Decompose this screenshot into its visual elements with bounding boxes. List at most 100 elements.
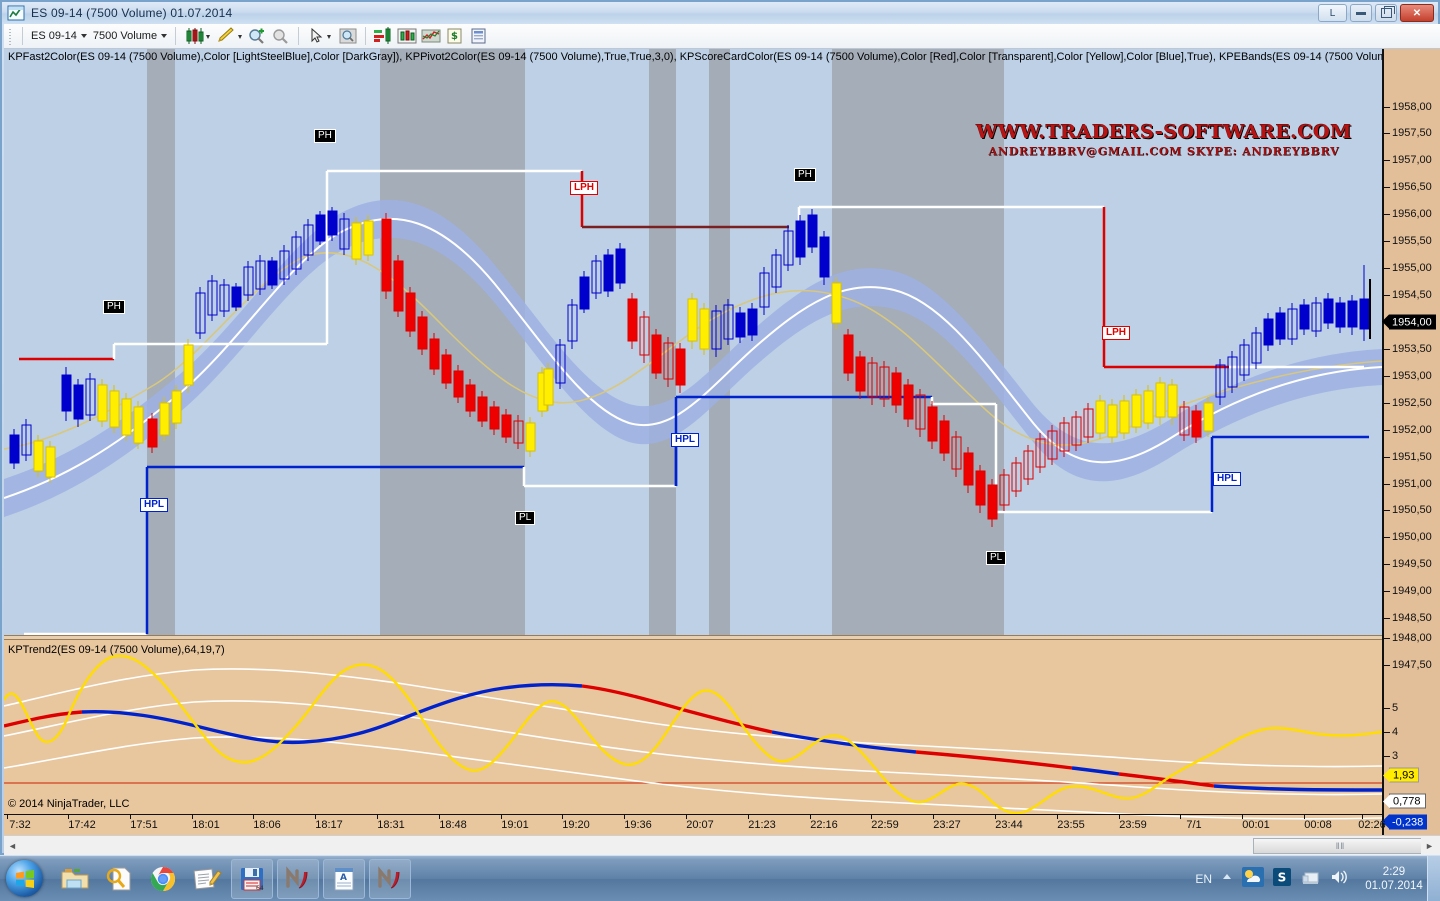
data-box-icon[interactable]: [337, 26, 359, 47]
time-tick-label: 00:08: [1304, 819, 1332, 831]
cursor-icon[interactable]: [305, 26, 335, 47]
order-entry-icon[interactable]: [372, 26, 394, 47]
svg-text:S: S: [1278, 871, 1287, 885]
time-tick-label: 23:55: [1057, 819, 1085, 831]
price-pane[interactable]: KPFast2Color(ES 09-14 (7500 Volume),Colo…: [4, 49, 1382, 635]
indicator-pane[interactable]: KPTrend2(ES 09-14 (7500 Volume),64,19,7)…: [4, 640, 1382, 835]
show-hidden-icons-icon[interactable]: [1221, 871, 1233, 886]
chart-trader-icon[interactable]: [396, 26, 418, 47]
scroll-right-arrow-icon[interactable]: ►: [1421, 837, 1438, 854]
time-tick-label: 17:42: [68, 819, 96, 831]
time-tick-label: 18:31: [377, 819, 405, 831]
search-file-icon[interactable]: [99, 860, 139, 898]
scrollbar-thumb[interactable]: ‖‖: [1253, 838, 1428, 854]
toolbar-grip[interactable]: [6, 27, 14, 45]
horizontal-scrollbar[interactable]: ◄ ‖‖ ►: [4, 835, 1440, 855]
save-app-icon[interactable]: 64: [231, 859, 273, 899]
marker-ph: PH: [794, 168, 816, 182]
indicator-icon[interactable]: [420, 26, 442, 47]
network-icon[interactable]: [1300, 868, 1320, 889]
volume-icon[interactable]: [1329, 868, 1349, 889]
marker-lph: LPH: [1102, 326, 1130, 340]
strategy-icon[interactable]: $: [444, 26, 466, 47]
interval-label: 7500 Volume: [92, 30, 158, 42]
taskbar: 64 A: [0, 855, 1440, 901]
lower-indicator-title: KPTrend2(ES 09-14 (7500 Volume),64,19,7): [8, 644, 225, 656]
time-tick-label: 22:16: [810, 819, 838, 831]
chrome-icon[interactable]: [143, 860, 183, 898]
time-tick-label: 7/1: [1186, 819, 1202, 831]
indicator-tag-signal: 1,93: [1383, 767, 1420, 783]
time-tick-label: 7:32: [9, 819, 31, 831]
clock-time: 2:29: [1382, 865, 1406, 878]
time-tick-label: 18:17: [315, 819, 343, 831]
indicator-tag-value: 1,93: [1393, 769, 1415, 781]
time-tick-label: 19:36: [624, 819, 652, 831]
interval-selector[interactable]: 7500 Volume: [90, 26, 170, 46]
toolbar-separator: [22, 27, 23, 45]
trend-plot: [4, 640, 1382, 835]
marker-hpl: HPL: [140, 498, 168, 512]
close-button[interactable]: ✕: [1400, 4, 1434, 22]
weather-icon[interactable]: [1242, 867, 1264, 890]
chevron-down-icon: [161, 34, 168, 38]
restore-icon: [1380, 6, 1395, 18]
pivot-lines: [19, 169, 1369, 635]
draw-tools-icon[interactable]: [214, 26, 244, 47]
indicator-tag-value: 0,778: [1393, 795, 1421, 807]
price-plot: [4, 49, 1382, 635]
marker-lph: LPH: [570, 181, 598, 195]
start-button[interactable]: [6, 860, 43, 897]
slow-ma-line: [4, 251, 1382, 450]
s-icon[interactable]: S: [1273, 868, 1291, 889]
price-tag-arrow-icon: [1382, 814, 1389, 829]
indicator-header: KPFast2Color(ES 09-14 (7500 Volume),Colo…: [8, 51, 1382, 63]
wordpad-icon[interactable]: A: [323, 859, 365, 899]
instrument-label: ES 09-14: [31, 30, 77, 42]
scroll-left-arrow-icon[interactable]: ◄: [4, 837, 21, 854]
time-axis[interactable]: 7:32 17:42 17:51 18:01 18:06 18:17 18:31…: [4, 814, 1386, 835]
bar-type-icon[interactable]: [182, 26, 212, 47]
chart-icon: [7, 5, 25, 21]
explorer-icon[interactable]: [55, 860, 95, 898]
last-price-value: 1954,00: [1392, 316, 1432, 328]
indicator-tag-band-upper: 0,778: [1383, 793, 1426, 809]
minimize-button[interactable]: [1350, 4, 1372, 22]
chart-canvas[interactable]: KPFast2Color(ES 09-14 (7500 Volume),Colo…: [4, 49, 1440, 852]
scrollbar-grip-icon: ‖‖: [1335, 841, 1346, 851]
time-tick-label: 19:01: [501, 819, 529, 831]
instrument-selector[interactable]: ES 09-14: [28, 26, 90, 46]
taskbar-items: 64 A: [55, 859, 411, 899]
time-tick-label: 22:59: [871, 819, 899, 831]
show-desktop-button[interactable]: [1427, 856, 1440, 901]
marker-hpl: HPL: [1213, 472, 1241, 486]
notepad-icon[interactable]: [187, 860, 227, 898]
title-bar[interactable]: ES 09-14 (7500 Volume) 01.07.2014 L ✕: [2, 2, 1438, 24]
ninjatrader-chart-icon[interactable]: [369, 859, 411, 899]
zoom-in-icon[interactable]: [246, 26, 268, 47]
time-tick-label: 02:26: [1358, 819, 1386, 831]
clock[interactable]: 2:29 01.07.2014: [1358, 865, 1430, 893]
window-title: ES 09-14 (7500 Volume) 01.07.2014: [31, 6, 233, 20]
ebands-fill: [4, 199, 1382, 517]
fast-ma-line: [4, 217, 1382, 499]
zoom-out-icon[interactable]: [270, 26, 292, 47]
pane-splitter[interactable]: [4, 635, 1382, 640]
clock-date: 01.07.2014: [1365, 879, 1423, 892]
price-axis[interactable]: 1958,00 1957,50 1957,00 1956,50 1956,00 …: [1382, 49, 1440, 852]
language-indicator[interactable]: EN: [1195, 871, 1212, 886]
ninjatrader-icon[interactable]: [277, 859, 319, 899]
price-tag-arrow-icon: [1382, 314, 1389, 329]
properties-icon[interactable]: [468, 26, 490, 47]
marker-ph: PH: [103, 300, 125, 314]
windows-logo-icon: [15, 869, 34, 888]
minimize-icon: [1356, 11, 1366, 15]
lock-button[interactable]: L: [1318, 4, 1347, 22]
time-tick-label: 00:01: [1242, 819, 1270, 831]
restore-button[interactable]: [1375, 4, 1397, 22]
marker-hpl: HPL: [671, 433, 699, 447]
time-tick-label: 17:51: [130, 819, 158, 831]
last-price-tag: 1954,00: [1382, 314, 1436, 330]
system-tray: EN S: [1195, 856, 1440, 901]
chevron-down-icon: [80, 34, 87, 38]
